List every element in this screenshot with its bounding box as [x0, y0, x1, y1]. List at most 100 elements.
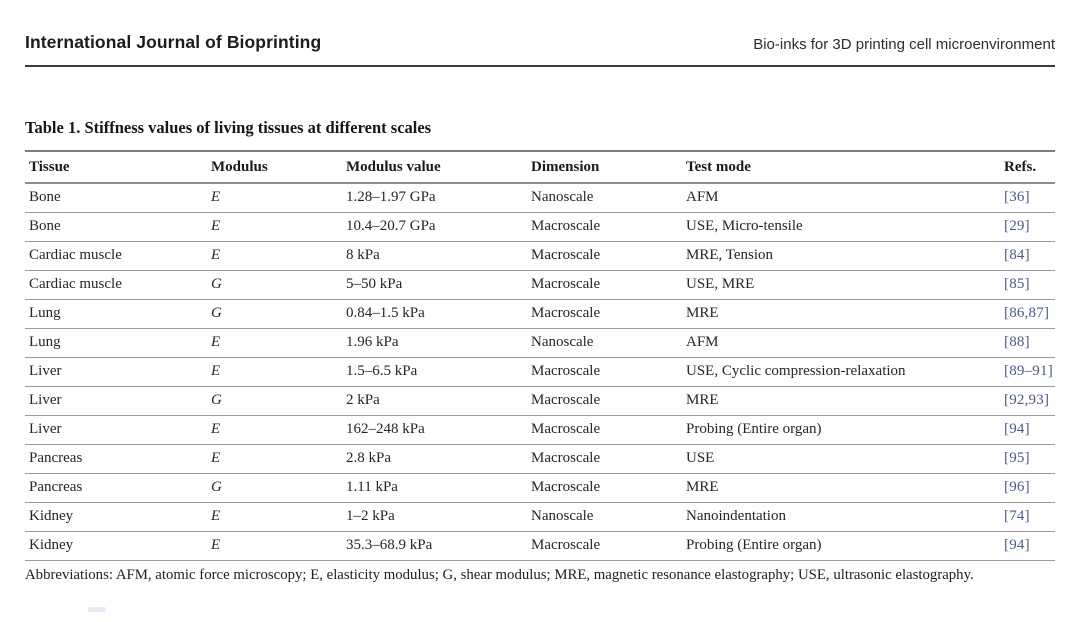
cell-dimension: Macroscale [527, 415, 682, 445]
cell-modulus-value: 1.28–1.97 GPa [342, 183, 527, 213]
cell-tissue: Cardiac muscle [25, 241, 207, 271]
cell-modulus: G [207, 386, 342, 416]
cell-tissue: Kidney [25, 502, 207, 532]
cell-test-mode: MRE, Tension [682, 241, 1000, 271]
table-row: Pancreas E 2.8 kPa Macroscale USE [95] [25, 444, 1055, 474]
table-row: Liver E 162–248 kPa Macroscale Probing (Enti… [25, 415, 1055, 445]
cell-test-mode: MRE [682, 386, 1000, 416]
cell-tissue: Lung [25, 328, 207, 358]
cell-modulus-value: 2 kPa [342, 386, 527, 416]
cell-modulus-value: 1.5–6.5 kPa [342, 357, 527, 387]
cell-refs: [96] [1000, 473, 1055, 503]
cell-refs: [84] [1000, 241, 1055, 271]
cell-dimension: Macroscale [527, 386, 682, 416]
table-row: Cardiac muscle G 5–50 kPa Macroscale USE, MR… [25, 270, 1055, 300]
cell-refs: [88] [1000, 328, 1055, 358]
table-row: Lung E 1.96 kPa Nanoscale AFM [88] [25, 328, 1055, 358]
cell-refs: [94] [1000, 531, 1055, 561]
cell-tissue: Bone [25, 212, 207, 242]
running-head: International Journal of Bioprinting Bio… [25, 0, 1055, 67]
cell-test-mode: AFM [682, 183, 1000, 213]
cell-dimension: Nanoscale [527, 502, 682, 532]
cell-modulus-value: 35.3–68.9 kPa [342, 531, 527, 561]
cell-test-mode: USE, MRE [682, 270, 1000, 300]
cell-dimension: Macroscale [527, 444, 682, 474]
table-row: Liver G 2 kPa Macroscale MRE [92,93] [25, 386, 1055, 416]
cell-test-mode: USE, Micro-tensile [682, 212, 1000, 242]
table-row: Kidney E 35.3–68.9 kPa Macroscale Probing (E… [25, 531, 1055, 561]
cell-modulus: G [207, 473, 342, 503]
cell-refs: [95] [1000, 444, 1055, 474]
cell-refs: [89–91] [1000, 357, 1055, 387]
cell-dimension: Nanoscale [527, 183, 682, 213]
cell-tissue: Pancreas [25, 444, 207, 474]
cell-modulus-value: 2.8 kPa [342, 444, 527, 474]
journal-name: International Journal of Bioprinting [25, 32, 322, 52]
column-header-refs: Refs. [1000, 150, 1055, 184]
cell-dimension: Macroscale [527, 270, 682, 300]
cell-modulus: E [207, 502, 342, 532]
cell-dimension: Macroscale [527, 531, 682, 561]
cell-modulus: E [207, 357, 342, 387]
cell-tissue: Kidney [25, 531, 207, 561]
cell-modulus-value: 5–50 kPa [342, 270, 527, 300]
cell-modulus-value: 10.4–20.7 GPa [342, 212, 527, 242]
cell-modulus: E [207, 415, 342, 445]
cell-modulus-value: 0.84–1.5 kPa [342, 299, 527, 329]
cell-tissue: Pancreas [25, 473, 207, 503]
cell-test-mode: MRE [682, 299, 1000, 329]
column-header-modulus: Modulus [207, 150, 342, 184]
cell-modulus: E [207, 328, 342, 358]
cell-refs: [94] [1000, 415, 1055, 445]
cell-dimension: Macroscale [527, 299, 682, 329]
cell-modulus: G [207, 270, 342, 300]
table-row: Kidney E 1–2 kPa Nanoscale Nanoindentation [7… [25, 502, 1055, 532]
cell-dimension: Nanoscale [527, 328, 682, 358]
cell-tissue: Lung [25, 299, 207, 329]
cell-modulus-value: 1.96 kPa [342, 328, 527, 358]
table-caption: Table 1. Stiffness values of living tiss… [25, 118, 432, 137]
cell-modulus: E [207, 212, 342, 242]
table-row: Bone E 10.4–20.7 GPa Macroscale USE, Micro-t… [25, 212, 1055, 242]
cell-refs: [86,87] [1000, 299, 1055, 329]
cell-dimension: Macroscale [527, 212, 682, 242]
cell-test-mode: Probing (Entire organ) [682, 415, 1000, 445]
cell-test-mode: AFM [682, 328, 1000, 358]
table-header-row: Tissue Modulus Modulus value Dimension Test … [25, 150, 1055, 184]
cell-test-mode: USE, Cyclic compression-relaxation [682, 357, 1000, 387]
cell-dimension: Macroscale [527, 241, 682, 271]
column-header-tissue: Tissue [25, 150, 207, 184]
cell-modulus-value: 1.11 kPa [342, 473, 527, 503]
column-header-test-mode: Test mode [682, 150, 1000, 184]
running-title: Bio-inks for 3D printing cell microenvir… [753, 36, 1055, 53]
column-header-dimension: Dimension [527, 150, 682, 184]
cell-tissue: Liver [25, 386, 207, 416]
table-footnote: Abbreviations: AFM, atomic force microsc… [25, 567, 974, 583]
cell-modulus: E [207, 241, 342, 271]
cell-test-mode: Nanoindentation [682, 502, 1000, 532]
cell-modulus: E [207, 183, 342, 213]
cell-modulus-value: 162–248 kPa [342, 415, 527, 445]
cell-tissue: Liver [25, 357, 207, 387]
cell-modulus: E [207, 444, 342, 474]
cell-modulus: E [207, 531, 342, 561]
table-body: Bone E 1.28–1.97 GPa Nanoscale AFM [36] Bone E 1… [25, 183, 1055, 561]
cell-tissue: Bone [25, 183, 207, 213]
cell-refs: [92,93] [1000, 386, 1055, 416]
cell-refs: [36] [1000, 183, 1055, 213]
cell-test-mode: USE [682, 444, 1000, 474]
table-row: Lung G 0.84–1.5 kPa Macroscale MRE [86,87] [25, 299, 1055, 329]
cell-tissue: Cardiac muscle [25, 270, 207, 300]
scan-artifact-mark [88, 607, 106, 612]
cell-modulus-value: 8 kPa [342, 241, 527, 271]
table-row: Cardiac muscle E 8 kPa Macroscale MRE, Tensi… [25, 241, 1055, 271]
cell-refs: [85] [1000, 270, 1055, 300]
table-row: Pancreas G 1.11 kPa Macroscale MRE [96] [25, 473, 1055, 503]
cell-modulus-value: 1–2 kPa [342, 502, 527, 532]
cell-refs: [74] [1000, 502, 1055, 532]
cell-tissue: Liver [25, 415, 207, 445]
column-header-modulus-value: Modulus value [342, 150, 527, 184]
stiffness-table: Tissue Modulus Modulus value Dimension Test … [25, 150, 1055, 561]
cell-refs: [29] [1000, 212, 1055, 242]
